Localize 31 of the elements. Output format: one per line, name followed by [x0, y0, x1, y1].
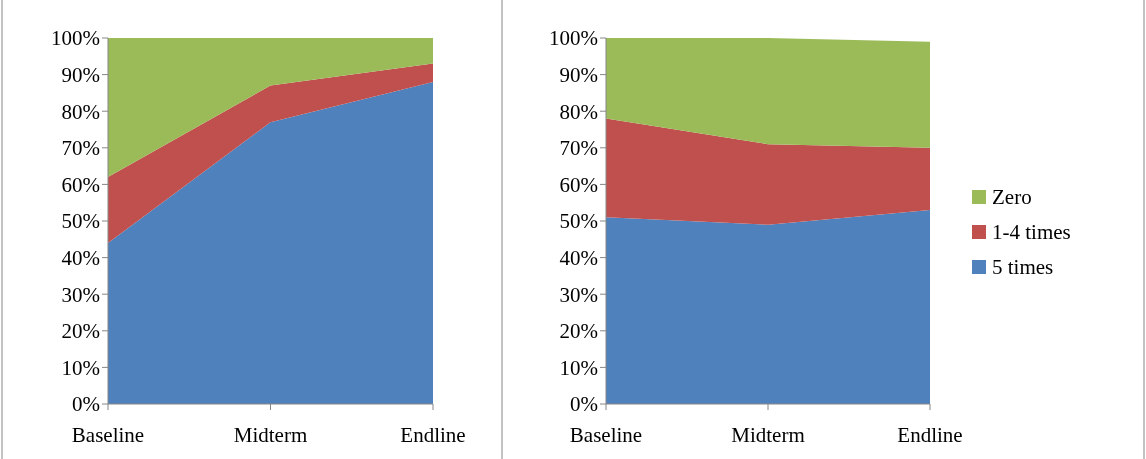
legend-label: 1-4 times — [992, 220, 1071, 245]
y-tick-label: 80% — [61, 99, 100, 124]
y-tick-label: 50% — [559, 209, 598, 234]
y-tick-label: 60% — [61, 172, 100, 197]
y-tick-label: 40% — [559, 245, 598, 270]
x-tick-label: Endline — [897, 423, 963, 447]
y-tick-label: 100% — [51, 26, 100, 51]
x-tick-label: Midterm — [731, 423, 805, 447]
y-tick-label: 10% — [61, 355, 100, 380]
x-tick-label: Midterm — [233, 423, 308, 447]
y-tick-label: 100% — [549, 26, 598, 51]
y-tick-label: 0% — [72, 392, 100, 417]
y-tick-label: 60% — [559, 172, 598, 197]
x-tick-label: Endline — [400, 423, 466, 447]
y-tick-label: 0% — [570, 392, 598, 417]
y-tick-label: 70% — [559, 136, 598, 161]
y-tick-label: 10% — [559, 355, 598, 380]
y-tick-label: 90% — [559, 62, 598, 87]
y-tick-label: 90% — [61, 62, 100, 87]
y-tick-label: 20% — [559, 319, 598, 344]
y-tick-label: 40% — [61, 245, 100, 270]
x-tick-label: Baseline — [71, 423, 145, 447]
y-tick-label: 30% — [61, 282, 100, 307]
y-tick-label: 70% — [61, 136, 100, 161]
y-tick-label: 50% — [61, 209, 100, 234]
x-tick-label: Baseline — [569, 423, 643, 447]
legend-label: 5 times — [992, 255, 1054, 280]
y-tick-label: 20% — [61, 319, 100, 344]
y-tick-label: 30% — [559, 282, 598, 307]
y-tick-label: 80% — [559, 99, 598, 124]
legend-label: Zero — [992, 185, 1032, 210]
